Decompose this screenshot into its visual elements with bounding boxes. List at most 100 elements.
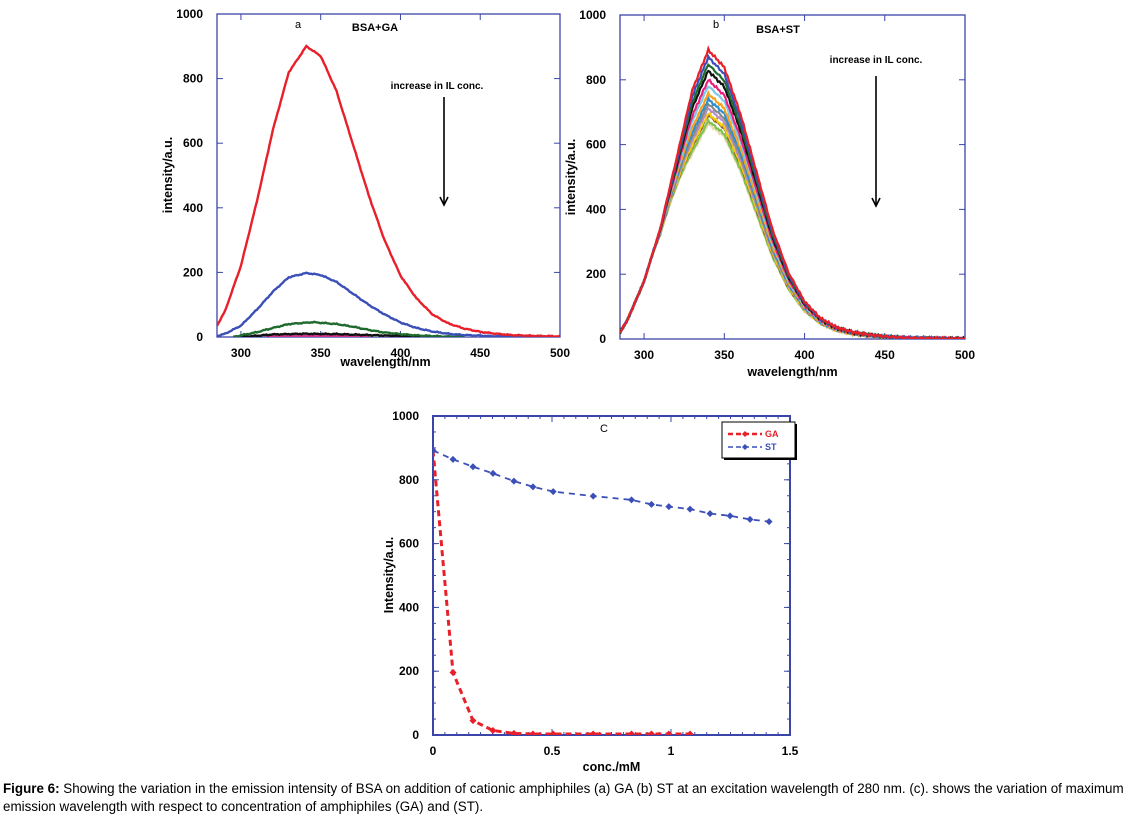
y-tick-label: 200 [399,664,419,678]
data-point-ST [726,512,734,520]
x-tick-label: 500 [550,346,570,360]
y-tick-label: 400 [586,202,606,216]
series-line-curve-6 [620,85,965,339]
data-point-ST [706,510,714,518]
y-tick-label: 0 [599,332,606,346]
y-tick-label: 400 [399,600,419,614]
data-point-ST [665,503,673,511]
y-tick-label: 0 [412,728,419,742]
series-line-curve-1 [217,44,560,337]
panel-letter: b [713,19,719,31]
legend-label-GA: GA [765,429,779,439]
x-tick-label: 0 [430,744,437,758]
y-axis-label: Intensity/a.u. [382,537,396,613]
plot-frame [216,13,561,338]
y-tick-label: 800 [183,72,203,86]
x-tick-label: 450 [470,346,490,360]
chart-panel-c: 0 0.5 1 1.5 0 200 400 600 800 1000 conc./mM Intensi… [382,409,799,774]
data-point-ST [510,477,518,485]
y-tick-label: 400 [183,201,203,215]
figure-caption: Figure 6: Showing the variation in the e… [3,780,1133,816]
data-point-ST [529,483,537,491]
data-point-ST [647,500,655,508]
x-tick-label: 400 [390,346,410,360]
series-line-curve-8 [620,95,965,339]
data-point-ST [686,505,694,513]
data-point-GA [449,668,457,676]
annotation-text: increase in IL conc. [391,81,484,92]
data-point-ST [433,446,437,454]
plot-area [433,446,773,735]
panel-letter: a [295,19,302,31]
panel-letter: C [600,423,608,435]
data-point-GA [549,730,557,735]
data-point-GA [489,727,497,735]
data-point-GA [529,730,537,735]
plot-area [217,44,560,337]
legend-marker-GA [742,431,748,437]
y-axis-label: intensity/a.u. [161,137,175,213]
series-line-curve-1 [620,45,965,339]
y-tick-label: 1000 [176,7,203,21]
y-tick-label: 800 [399,473,419,487]
data-point-ST [746,515,754,523]
series-line-curve-4 [240,332,433,337]
arrow-head-icon [871,197,881,208]
chart-panel-a: 300 350 400 450 500 0 200 400 600 800 1000 waveleng… [161,7,570,369]
panel-title: BSA+GA [352,22,398,34]
x-tick-label: 1.5 [782,744,799,758]
y-tick-label: 1000 [579,8,606,22]
x-tick-label: 300 [231,346,251,360]
x-tick-label: 350 [311,346,331,360]
data-point-GA [665,730,673,735]
data-point-ST [589,492,597,500]
y-axis-label: intensity/a.u. [564,139,578,215]
x-tick-label: 400 [795,348,815,362]
data-point-ST [449,455,457,463]
data-point-GA [686,730,694,735]
caption-label: Figure 6: [3,781,60,796]
series-line-curve-5 [620,78,965,339]
data-point-ST [489,469,497,477]
annotation-text: increase in IL conc. [830,55,923,66]
series-line-ST [433,449,770,523]
y-tick-label: 600 [399,537,419,551]
y-tick-label: 0 [196,330,203,344]
x-axis-label: wavelength/nm [339,355,430,369]
y-tick-label: 800 [586,73,606,87]
series-line-curve-10 [620,107,965,339]
figure-6: 300 350 400 450 50002004006008001000waveleng… [161,7,975,774]
data-point-ST [469,463,477,471]
y-tick-label: 600 [586,138,606,152]
data-point-GA [469,717,477,725]
series-line-curve-11 [620,112,965,339]
x-tick-label: 500 [955,348,975,362]
x-tick-label: 1 [668,744,675,758]
arrow-head-icon [439,196,449,207]
data-point-GA [510,729,518,735]
series-line-curve-13 [620,117,965,339]
plot-frame [432,415,791,736]
legend-marker-ST [742,444,748,450]
series-line-curve-5 [264,334,370,337]
panel-title: BSA+ST [756,24,800,36]
series-line-curve-7 [620,89,965,339]
series-line-curve-12 [620,114,965,339]
data-point-ST [627,496,635,504]
series-line-curve-2 [217,271,560,337]
legend-label-ST: ST [765,442,777,452]
data-point-GA [627,730,635,735]
series-line-curve-3 [232,320,465,337]
y-tick-label: 200 [183,265,203,279]
x-tick-label: 300 [634,348,654,362]
data-point-ST [765,518,773,526]
data-point-GA [647,730,655,735]
x-tick-label: 350 [714,348,734,362]
y-tick-label: 200 [586,267,606,281]
x-tick-label: 450 [875,348,895,362]
legend-box [721,421,796,459]
chart-panel-b: 300 350 400 450 500 0 200 400 600 800 1000 waveleng… [564,8,975,379]
legend: GA ST [721,421,797,460]
data-point-GA [589,730,597,735]
plot-frame [619,14,966,340]
